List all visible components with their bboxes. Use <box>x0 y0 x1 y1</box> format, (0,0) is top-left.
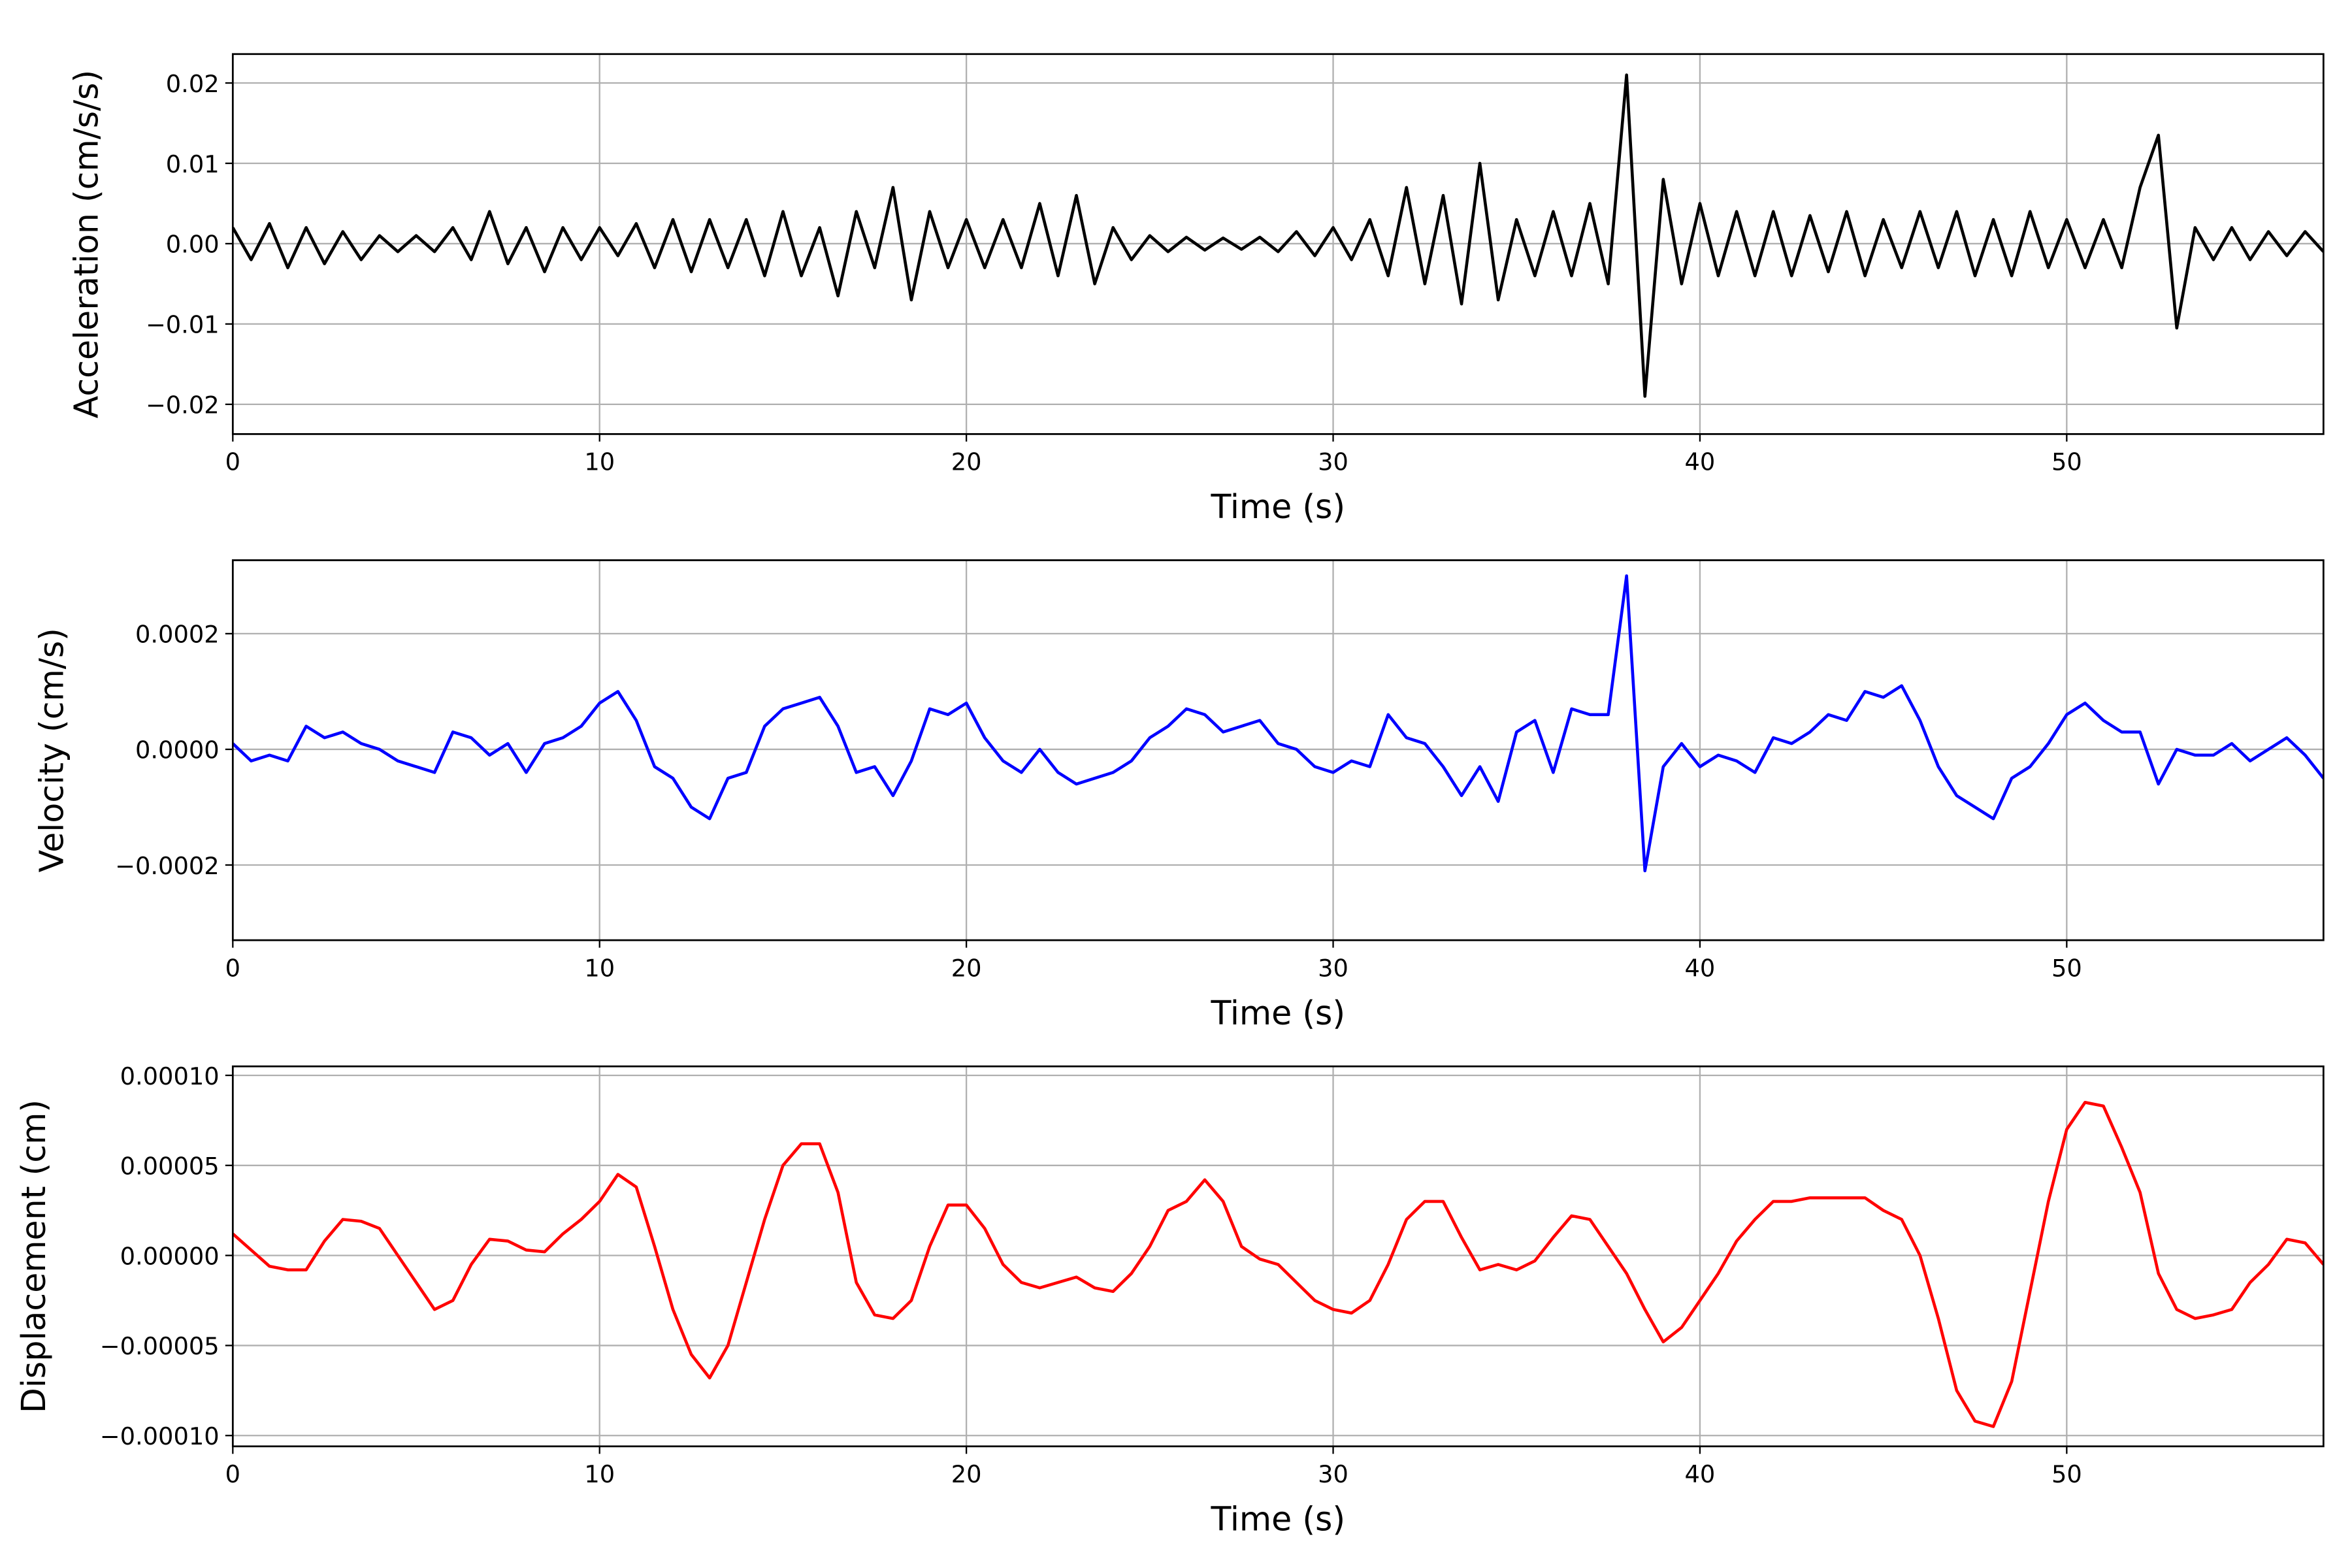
x-axis-label: Time (s) <box>1211 1500 1346 1539</box>
x-tick-label: 20 <box>951 448 982 476</box>
y-axis-label: Acceleration (cm/s/s) <box>67 70 105 419</box>
x-tick-label: 40 <box>1685 1460 1716 1488</box>
x-tick-label: 30 <box>1318 448 1348 476</box>
data-line <box>233 1101 2324 1428</box>
y-tick-label: −0.00005 <box>100 1332 220 1360</box>
x-tick-label: 0 <box>225 1460 240 1488</box>
plot-frame <box>231 559 2325 941</box>
x-axis-label: Time (s) <box>1211 994 1346 1032</box>
x-tick-label: 30 <box>1318 954 1348 982</box>
x-tick-label: 20 <box>951 954 982 982</box>
x-tick-label: 0 <box>225 448 240 476</box>
y-tick-label: 0.00 <box>166 231 220 259</box>
y-tick-label: −0.01 <box>146 311 220 339</box>
x-tick-label: 10 <box>584 448 615 476</box>
plot-frame <box>231 53 2325 435</box>
y-axis-label: Velocity (cm/s) <box>33 628 71 872</box>
y-tick-label: 0.0000 <box>135 736 220 764</box>
y-axis-label: Displacement (cm) <box>14 1100 53 1413</box>
x-tick-label: 0 <box>225 954 240 982</box>
data-line <box>233 574 2324 873</box>
y-tick-label: −0.00010 <box>100 1422 220 1450</box>
x-tick-label: 10 <box>584 1460 615 1488</box>
y-tick-label: −0.0002 <box>115 852 219 880</box>
y-tick-label: 0.00000 <box>120 1242 220 1270</box>
x-tick-label: 50 <box>2051 448 2082 476</box>
y-tick-label: 0.02 <box>166 70 220 98</box>
y-tick-label: 0.01 <box>166 150 220 178</box>
y-tick-label: 0.0002 <box>135 621 220 649</box>
y-tick-label: −0.02 <box>146 391 220 419</box>
y-tick-label: 0.00010 <box>120 1062 220 1090</box>
y-tick-label: 0.00005 <box>120 1152 220 1181</box>
x-tick-label: 30 <box>1318 1460 1348 1488</box>
x-tick-label: 50 <box>2051 954 2082 982</box>
plot-frame <box>231 1065 2325 1448</box>
x-tick-label: 40 <box>1685 954 1716 982</box>
x-axis-label: Time (s) <box>1211 487 1346 526</box>
data-line <box>233 73 2324 398</box>
x-tick-label: 10 <box>584 954 615 982</box>
x-tick-label: 40 <box>1685 448 1716 476</box>
x-tick-label: 20 <box>951 1460 982 1488</box>
x-tick-label: 50 <box>2051 1460 2082 1488</box>
